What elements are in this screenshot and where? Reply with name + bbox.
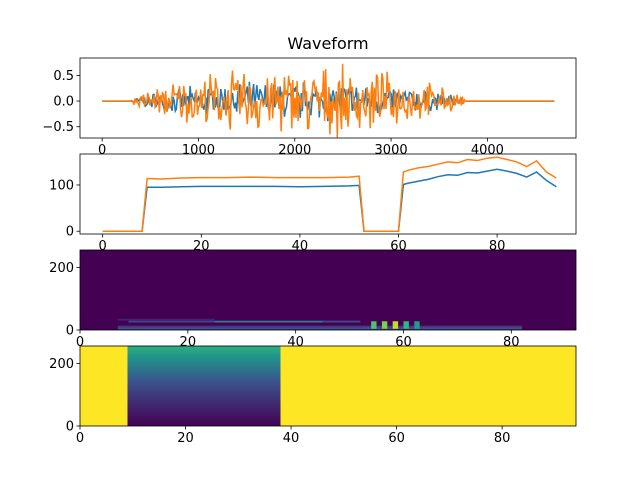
subplots: 0 1000 2000 3000 4000−0.50.00.50 20 40 60 800100… — [42, 57, 577, 446]
x-tick-label: 4000 — [471, 143, 504, 158]
figure-title: Waveform — [287, 34, 368, 53]
heatmap-background — [80, 250, 576, 330]
axes-frame — [79, 153, 577, 235]
series-line-0 — [102, 168, 557, 232]
x-tick-label: 2000 — [278, 143, 311, 158]
heatmap-column — [392, 321, 399, 329]
y-tick-label: 0 — [66, 225, 74, 240]
y-tick-label: 0.5 — [53, 69, 74, 84]
x-tick-label: 80 — [494, 431, 511, 446]
x-tick-label: 0 — [76, 431, 84, 446]
heatmap-band — [117, 318, 215, 321]
heatmap-band — [117, 327, 523, 330]
x-tick-label: 60 — [388, 431, 405, 446]
axes-frame — [79, 57, 577, 139]
x-tick-label: 40 — [283, 431, 300, 446]
x-tick-label: 3000 — [375, 143, 408, 158]
y-tick-label: 0 — [66, 420, 74, 435]
heatmap-column — [371, 321, 377, 329]
heatmap-column — [414, 321, 420, 329]
y-tick-label: 100 — [49, 178, 74, 193]
heatmap-column — [381, 321, 388, 329]
series-line-1 — [102, 63, 555, 138]
heatmap-band — [214, 320, 323, 323]
y-tick-label: −0.5 — [42, 120, 74, 135]
x-tick-label: 0 — [98, 143, 106, 158]
axes-frame — [79, 345, 577, 427]
axes-frame — [79, 249, 577, 331]
y-tick-label: 200 — [49, 261, 74, 276]
x-tick-label: 0 — [76, 335, 84, 350]
heatmap-block — [127, 346, 281, 426]
y-tick-label: 0 — [66, 324, 74, 339]
spectrogram-plot — [80, 250, 576, 330]
y-tick-label: 200 — [49, 357, 74, 372]
x-tick-label: 20 — [177, 431, 194, 446]
level-plot — [102, 156, 557, 232]
axes-3: 0 20 40 60 80 0 200 — [49, 345, 577, 446]
mask-plot — [80, 346, 576, 426]
y-tick-label: 0.0 — [53, 95, 74, 110]
series-line-1 — [102, 156, 557, 232]
waveform-plot — [102, 63, 555, 138]
x-tick-label: 0 — [99, 239, 107, 254]
x-tick-label: 1000 — [182, 143, 215, 158]
heatmap-band — [117, 325, 523, 328]
heatmap-column — [403, 321, 409, 329]
